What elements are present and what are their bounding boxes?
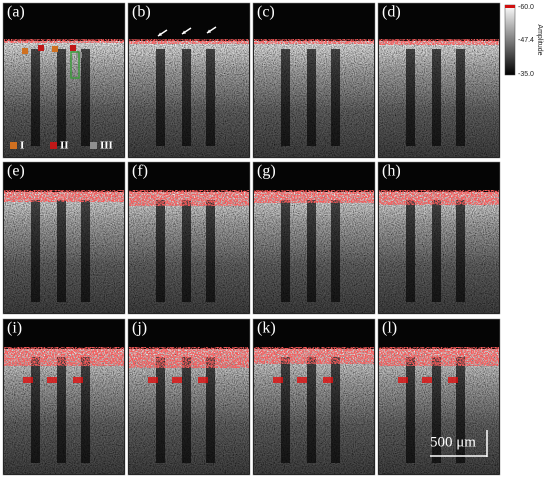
shadow (182, 357, 191, 463)
red-inclusion (323, 377, 333, 383)
shadow (57, 200, 66, 302)
red-inclusion (23, 377, 33, 383)
scale-label: 500 μm (430, 434, 476, 450)
red-inclusion (47, 377, 57, 383)
panel-label: (g) (257, 162, 276, 179)
legend-swatch (50, 142, 57, 149)
shadow (156, 200, 165, 302)
shadow (206, 49, 215, 146)
red-layer (129, 347, 249, 368)
shadow (406, 357, 415, 463)
arrow-head (182, 30, 186, 34)
red-layer (254, 39, 374, 44)
panel-label: (a) (7, 3, 25, 20)
roi-marker (52, 46, 58, 52)
panel-label: (b) (132, 3, 151, 20)
shadow (331, 200, 340, 302)
roi-marker (22, 48, 28, 54)
colorbar-tick: -47.4 (518, 37, 534, 44)
shadow (281, 200, 290, 302)
red-inclusion (398, 377, 408, 383)
shadow (156, 49, 165, 146)
red-inclusion (297, 377, 307, 383)
legend-label: II (60, 140, 69, 152)
red-inclusion (422, 377, 432, 383)
shadow (456, 200, 465, 302)
red-layer (4, 39, 124, 43)
shadow (281, 357, 290, 463)
panel-label: (k) (257, 319, 276, 336)
shadow (307, 49, 316, 146)
shadow (57, 357, 66, 463)
shadow (456, 357, 465, 463)
red-layer (379, 190, 499, 205)
shadow (432, 49, 441, 146)
shadow (432, 200, 441, 302)
red-layer (129, 190, 249, 206)
red-layer (379, 39, 499, 45)
roi-box (70, 51, 80, 79)
red-inclusion (148, 377, 158, 383)
colorbar-tick: -35.0 (518, 71, 534, 78)
panel-label: (c) (257, 3, 275, 20)
red-inclusion (448, 377, 458, 383)
colorbar-cap (505, 5, 515, 8)
shadow (182, 200, 191, 302)
panel-label: (l) (382, 319, 397, 336)
shadow (406, 200, 415, 302)
red-inclusion (172, 377, 182, 383)
arrow-head (158, 32, 162, 36)
roi-marker (38, 45, 44, 51)
shadow (307, 200, 316, 302)
colorbar-tick: -60.0 (518, 4, 534, 11)
shadow (281, 49, 290, 146)
red-inclusion (198, 377, 208, 383)
panel-label: (i) (7, 319, 22, 336)
red-layer (379, 347, 499, 366)
legend-swatch (10, 142, 17, 149)
panel-label: (f) (132, 162, 148, 179)
red-layer (4, 347, 124, 366)
panel-label: (j) (132, 319, 147, 336)
shadow (31, 49, 40, 146)
legend-label: III (100, 140, 113, 152)
red-layer (4, 190, 124, 202)
shadow (456, 49, 465, 146)
shadow (81, 49, 90, 146)
arrow-head (207, 29, 211, 33)
red-inclusion (273, 377, 283, 383)
shadow (206, 357, 215, 463)
shadow (81, 200, 90, 302)
colorbar-title: Amplitude (536, 24, 543, 55)
shadow (156, 357, 165, 463)
panel-label: (h) (382, 162, 401, 179)
red-inclusion (73, 377, 83, 383)
shadow (432, 357, 441, 463)
colorbar (504, 4, 516, 76)
red-layer (254, 190, 374, 203)
roi-marker (70, 45, 76, 51)
panel-label: (d) (382, 3, 401, 20)
red-layer (254, 347, 374, 364)
red-layer (129, 39, 249, 44)
shadow (307, 357, 316, 463)
shadow (81, 357, 90, 463)
legend-label: I (20, 140, 24, 152)
shadow (331, 357, 340, 463)
shadow (206, 200, 215, 302)
shadow (57, 49, 66, 146)
shadow (31, 200, 40, 302)
shadow (406, 49, 415, 146)
shadow (331, 49, 340, 146)
shadow (31, 357, 40, 463)
shadow (182, 49, 191, 146)
legend-swatch (90, 142, 97, 149)
panel-label: (e) (7, 162, 25, 179)
